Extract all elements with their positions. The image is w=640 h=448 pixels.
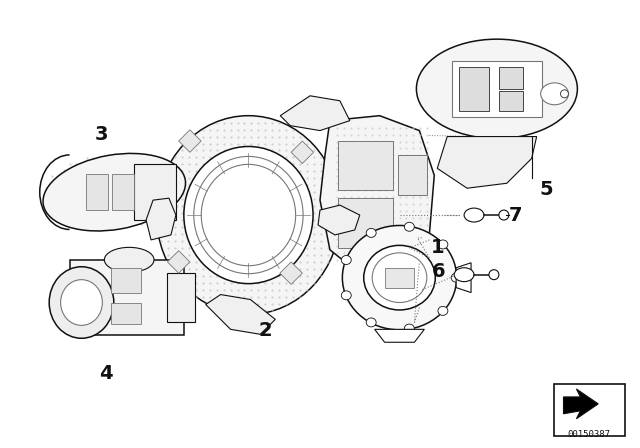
Ellipse shape: [49, 267, 114, 338]
Ellipse shape: [404, 324, 414, 333]
Ellipse shape: [438, 306, 448, 315]
Ellipse shape: [61, 280, 102, 325]
Bar: [112, 174, 134, 210]
Polygon shape: [385, 268, 415, 288]
Ellipse shape: [201, 164, 296, 266]
Bar: [167, 273, 195, 323]
Polygon shape: [205, 294, 275, 334]
Polygon shape: [318, 205, 360, 235]
Bar: [111, 302, 141, 324]
Ellipse shape: [194, 156, 303, 274]
Text: 5: 5: [540, 180, 553, 199]
Ellipse shape: [43, 153, 186, 231]
Ellipse shape: [104, 247, 154, 272]
Polygon shape: [563, 389, 598, 419]
Circle shape: [489, 270, 499, 280]
Ellipse shape: [464, 208, 484, 222]
Polygon shape: [280, 96, 350, 130]
Bar: [111, 268, 141, 293]
Bar: [554, 384, 625, 435]
Ellipse shape: [451, 273, 461, 282]
Ellipse shape: [366, 228, 376, 237]
Ellipse shape: [372, 253, 427, 302]
Text: 1: 1: [431, 238, 445, 257]
Polygon shape: [437, 137, 537, 188]
Polygon shape: [456, 263, 471, 293]
Ellipse shape: [342, 225, 457, 330]
Ellipse shape: [184, 146, 313, 284]
Text: 7: 7: [509, 206, 522, 224]
Bar: [86, 174, 108, 210]
Bar: [280, 262, 302, 284]
Bar: [499, 91, 523, 111]
Ellipse shape: [157, 116, 340, 314]
Text: 00150387: 00150387: [568, 430, 611, 439]
Ellipse shape: [341, 291, 351, 300]
Ellipse shape: [404, 222, 414, 231]
Polygon shape: [320, 116, 435, 270]
Bar: [338, 198, 392, 248]
Bar: [499, 67, 523, 89]
Ellipse shape: [341, 255, 351, 264]
Polygon shape: [374, 329, 424, 342]
Polygon shape: [146, 198, 176, 240]
Bar: [70, 260, 184, 335]
Text: 3: 3: [95, 125, 108, 143]
Circle shape: [499, 210, 509, 220]
Ellipse shape: [454, 268, 474, 282]
Bar: [397, 155, 428, 195]
Ellipse shape: [364, 246, 435, 310]
Text: 2: 2: [259, 321, 272, 340]
Bar: [291, 141, 314, 164]
Bar: [452, 61, 541, 116]
Bar: [134, 164, 176, 220]
Bar: [168, 251, 190, 273]
Ellipse shape: [366, 318, 376, 327]
Text: 4: 4: [100, 364, 113, 383]
Ellipse shape: [541, 83, 568, 105]
Bar: [179, 130, 201, 152]
Ellipse shape: [417, 39, 577, 138]
Text: 6: 6: [431, 262, 445, 281]
Bar: [459, 67, 489, 111]
Circle shape: [561, 90, 568, 98]
Bar: [338, 141, 392, 190]
Ellipse shape: [438, 240, 448, 249]
